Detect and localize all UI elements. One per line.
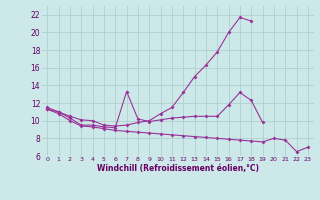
X-axis label: Windchill (Refroidissement éolien,°C): Windchill (Refroidissement éolien,°C)	[97, 164, 259, 173]
